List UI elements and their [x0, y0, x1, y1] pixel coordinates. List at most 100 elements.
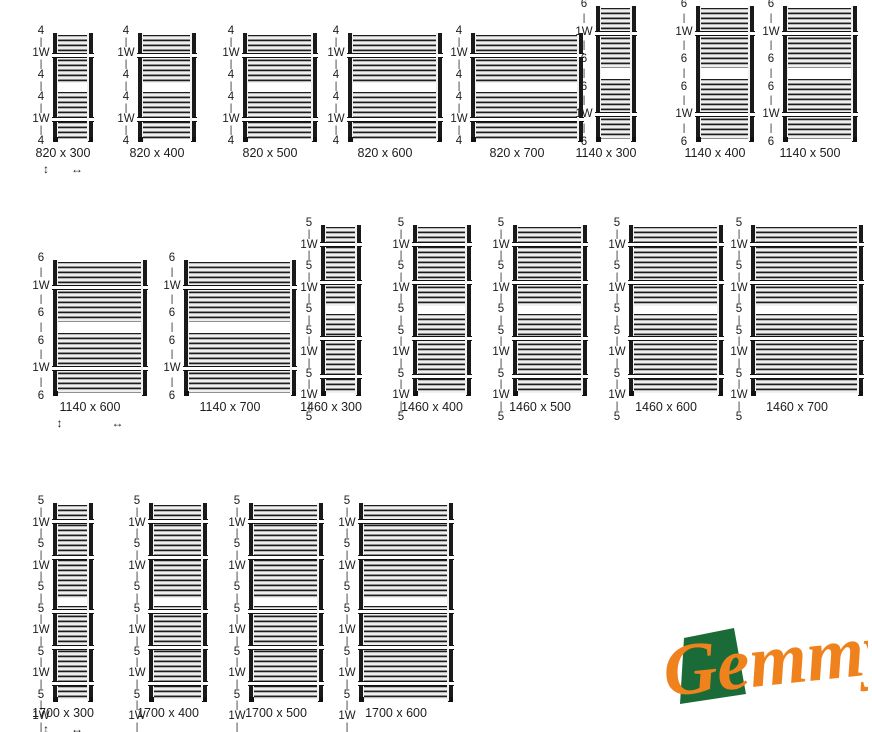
- rail-foot: [318, 697, 323, 702]
- segment-label: 5: [305, 260, 313, 272]
- segment-label: 1W: [228, 667, 246, 679]
- segment-label: 4: [227, 69, 235, 82]
- radiator-variant[interactable]: 5 | 1W | 5 | 1W | 5 | 5 | 1W | 5 | 1W | 5: [492, 217, 588, 422]
- rail-crossbar: [412, 241, 472, 247]
- rail-crossbar: [248, 555, 324, 560]
- segment-separator: |: [135, 678, 139, 690]
- radiator-rail: [412, 225, 472, 396]
- radiator-variant[interactable]: 4 | 1W | 4 | 4 | 1W | 4: [222, 25, 318, 147]
- segment-label: 1W: [228, 516, 246, 529]
- radiator-variant[interactable]: 4 | 1W | 4 | 4 | 1W | 4: [327, 25, 443, 147]
- rail-blank-gap: [601, 68, 631, 80]
- segment-label: 5: [343, 688, 351, 701]
- rail-crossbar: [750, 241, 864, 247]
- segment-separator: |: [135, 528, 139, 539]
- radiator-variant[interactable]: 6 | 1W | 6 | 6 | 1W | 6: [762, 0, 858, 147]
- rail-crossbar: [148, 645, 208, 650]
- variant-size-label: 820 x 700: [489, 146, 545, 160]
- segment-separator: |: [457, 80, 461, 92]
- segment-label-column: 4 | 1W | 4 | 4 | 1W | 4: [32, 25, 53, 148]
- radiator-variant[interactable]: 5|1W|5|1W|5|5|1W|5|1W|5|1W|5: [32, 495, 94, 732]
- rail-crossbar: [242, 52, 318, 58]
- radiator-variant[interactable]: 6 | 1W | 6 | 6 | 1W | 6: [575, 0, 637, 147]
- segment-label: 5: [133, 645, 141, 658]
- radiator-variant[interactable]: 4 | 1W | 4 | 4 | 1W | 4: [450, 25, 584, 147]
- segment-label: 1W: [32, 516, 50, 529]
- radiator-variant[interactable]: 6 | 1W | 6 | 6 | 1W | 6: [675, 0, 755, 147]
- segment-separator: |: [135, 635, 139, 647]
- radiator-variant[interactable]: 5 | 1W | 5 | 1W | 5 | 5 | 1W | 5 | 1W | 5: [300, 217, 362, 422]
- segment-label: 4: [122, 135, 130, 148]
- radiator-rail: [628, 225, 724, 396]
- radiator-variant[interactable]: 5|1W|5|1W|5|5|1W|5|1W|5|1W|5: [228, 495, 324, 732]
- segment-label: 1W: [730, 389, 748, 401]
- segment-separator: |: [582, 122, 586, 134]
- variant-caption: 1700 x 500: [222, 706, 330, 722]
- radiator-rail: [512, 225, 588, 396]
- segment-label: 1W: [128, 559, 146, 572]
- radiator-variant[interactable]: 6 | 1W | 6 | 6 | 1W | 6: [163, 252, 297, 401]
- radiator-rail: [782, 6, 858, 142]
- rail-crossbar: [137, 117, 197, 123]
- radiator-variant[interactable]: 4 | 1W | 4 | 4 | 1W | 4: [117, 25, 197, 147]
- rail-blank-gap: [418, 306, 466, 315]
- radiator-variant[interactable]: 6 | 1W | 6 | 6 | 1W | 6: [32, 252, 148, 401]
- segment-label: 5: [233, 602, 241, 615]
- segment-separator: |: [499, 357, 503, 369]
- variant-size-label: 1460 x 600: [635, 400, 697, 414]
- segment-separator: |: [615, 293, 619, 304]
- segment-label: 1W: [228, 559, 246, 572]
- segment-separator: |: [39, 266, 43, 278]
- segment-label: 1W: [492, 238, 510, 251]
- variant-drawing: 6 | 1W | 6 | 6 | 1W | 6: [32, 252, 148, 401]
- segment-separator: |: [39, 528, 43, 539]
- segment-label: 5: [497, 217, 505, 229]
- segment-separator: |: [135, 506, 139, 518]
- segment-label: 5: [305, 367, 313, 380]
- segment-separator: |: [615, 379, 619, 390]
- rail-blank-gap: [58, 598, 88, 606]
- segment-label: 6: [767, 53, 775, 65]
- rail-foot: [249, 697, 254, 702]
- rail-rungs-upper: [248, 35, 312, 83]
- segment-label: 5: [613, 324, 621, 337]
- variant-caption: 1460 x 300: [294, 400, 368, 416]
- radiator-variant[interactable]: 5 | 1W | 5 | 1W | 5 | 5 | 1W | 5 | 1W | 5: [730, 217, 864, 422]
- segment-separator: |: [135, 657, 139, 668]
- radiator-variant[interactable]: 5|1W|5|1W|5|5|1W|5|1W|5|1W|5: [338, 495, 454, 732]
- segment-separator: |: [499, 271, 503, 283]
- segment-separator: |: [334, 58, 338, 70]
- radiator-rail: [148, 503, 208, 702]
- rail-crossbar: [347, 52, 443, 58]
- logo-wordmark: Gemmy: [660, 622, 868, 713]
- radiator-variant[interactable]: 5 | 1W | 5 | 1W | 5 | 5 | 1W | 5 | 1W | 5: [608, 217, 724, 422]
- rail-crossbar: [248, 681, 324, 686]
- segment-label: 1W: [128, 667, 146, 679]
- segment-label: 5: [397, 324, 405, 337]
- segment-separator: |: [682, 67, 686, 79]
- rail-foot: [471, 137, 476, 142]
- rail-rungs-upper: [634, 227, 718, 307]
- rail-foot: [578, 137, 583, 142]
- rail-foot: [348, 137, 353, 142]
- segment-label: 5: [233, 581, 241, 593]
- radiator-variant[interactable]: 4 | 1W | 4 | 4 | 1W | 4: [32, 25, 94, 147]
- segment-separator: |: [345, 528, 349, 539]
- rail-crossbar: [512, 279, 588, 285]
- variant-drawing: 5 | 1W | 5 | 1W | 5 | 5 | 1W | 5 | 1W | 5: [730, 217, 864, 422]
- segment-label: 5: [37, 645, 45, 658]
- segment-label: 1W: [608, 389, 626, 401]
- segment-separator: |: [345, 721, 349, 732]
- radiator-variant[interactable]: 5 | 1W | 5 | 1W | 5 | 5 | 1W | 5 | 1W | 5: [392, 217, 472, 422]
- segment-label: 1W: [675, 25, 693, 38]
- segment-separator: |: [307, 379, 311, 390]
- rail-rungs-lower: [788, 79, 852, 139]
- rail-crossbar: [242, 117, 318, 123]
- radiator-variant[interactable]: 5|1W|5|1W|5|5|1W|5|1W|5|1W|5: [128, 495, 208, 732]
- segment-label: 5: [735, 324, 743, 337]
- segment-label: 1W: [32, 113, 50, 126]
- segment-label: 1W: [392, 346, 410, 358]
- segment-separator: |: [229, 125, 233, 137]
- segment-label: 1W: [762, 108, 780, 120]
- segment-label-column: 4 | 1W | 4 | 4 | 1W | 4: [450, 25, 471, 148]
